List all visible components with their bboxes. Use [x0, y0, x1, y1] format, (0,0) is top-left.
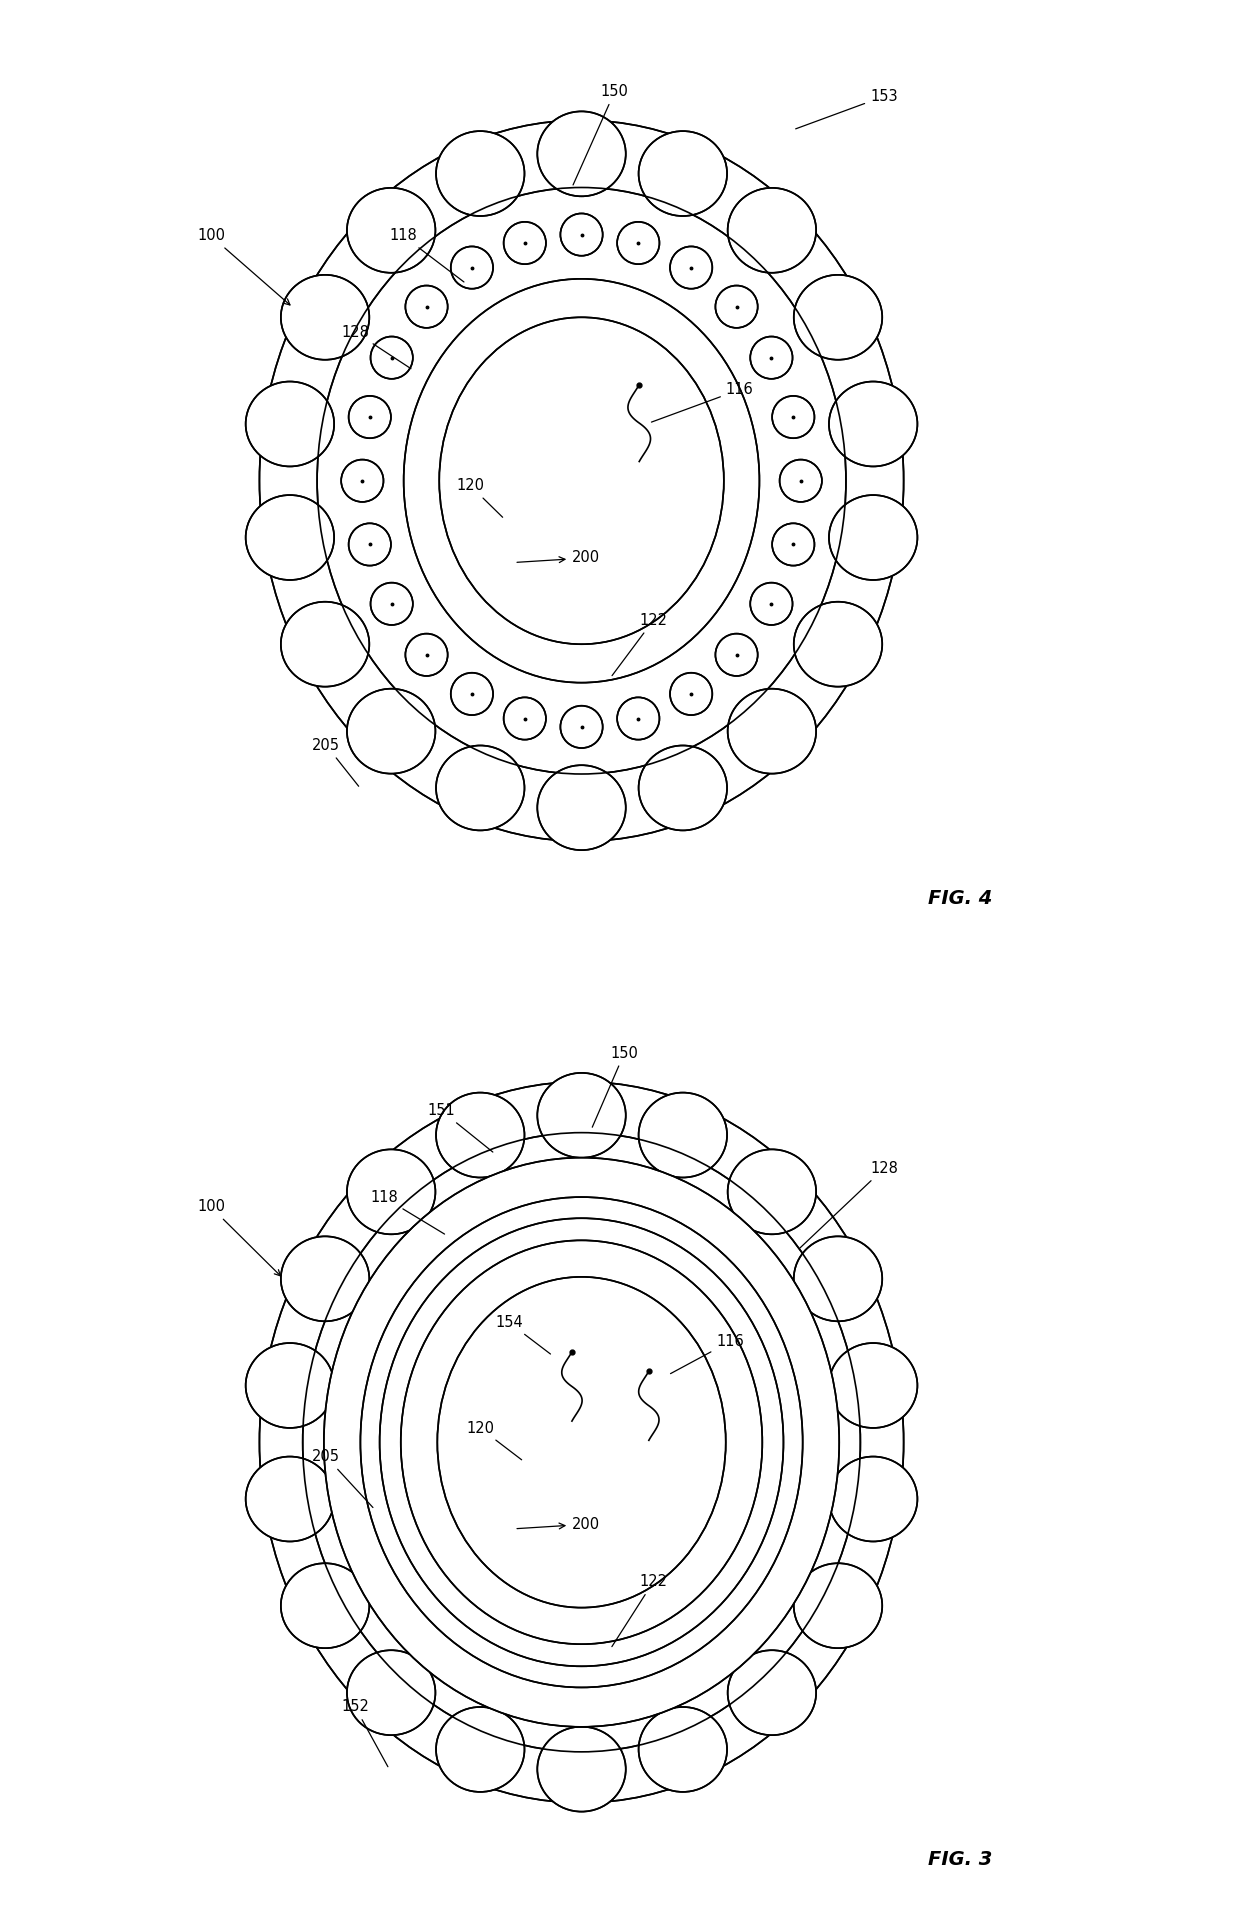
Text: 150: 150: [573, 85, 629, 185]
Ellipse shape: [639, 746, 727, 831]
Ellipse shape: [348, 396, 391, 438]
Ellipse shape: [537, 1727, 626, 1811]
Ellipse shape: [347, 688, 435, 773]
Ellipse shape: [371, 583, 413, 625]
Ellipse shape: [618, 221, 660, 263]
Ellipse shape: [303, 1133, 861, 1752]
Ellipse shape: [750, 337, 792, 379]
Ellipse shape: [780, 460, 822, 502]
Ellipse shape: [794, 602, 882, 687]
Ellipse shape: [436, 1708, 525, 1792]
Ellipse shape: [405, 635, 448, 677]
Ellipse shape: [451, 246, 494, 288]
Ellipse shape: [404, 279, 759, 683]
Ellipse shape: [794, 1236, 882, 1321]
Text: 154: 154: [495, 1315, 551, 1354]
Ellipse shape: [436, 746, 525, 831]
Ellipse shape: [347, 188, 435, 273]
Ellipse shape: [405, 285, 448, 327]
Ellipse shape: [773, 396, 815, 438]
Text: 151: 151: [428, 1104, 492, 1152]
Ellipse shape: [728, 1150, 816, 1235]
Ellipse shape: [670, 246, 712, 288]
Text: 118: 118: [389, 229, 464, 283]
Text: 116: 116: [671, 1335, 744, 1373]
Text: 153: 153: [796, 88, 898, 129]
Ellipse shape: [639, 1708, 727, 1792]
Ellipse shape: [438, 1277, 725, 1608]
Ellipse shape: [639, 1092, 727, 1177]
Ellipse shape: [560, 213, 603, 256]
Ellipse shape: [259, 1081, 904, 1804]
Text: 205: 205: [312, 738, 358, 787]
Ellipse shape: [439, 317, 724, 644]
Ellipse shape: [324, 1158, 839, 1727]
Ellipse shape: [259, 119, 904, 840]
Ellipse shape: [830, 381, 918, 467]
Ellipse shape: [341, 460, 383, 502]
Ellipse shape: [246, 381, 334, 467]
Text: FIG. 4: FIG. 4: [928, 888, 992, 908]
Text: 122: 122: [613, 613, 667, 675]
Ellipse shape: [728, 1650, 816, 1735]
Ellipse shape: [537, 112, 626, 196]
Ellipse shape: [280, 1563, 370, 1648]
Ellipse shape: [246, 1342, 334, 1429]
Ellipse shape: [503, 221, 546, 263]
Ellipse shape: [750, 583, 792, 625]
Ellipse shape: [246, 1456, 334, 1542]
Text: 128: 128: [341, 325, 410, 369]
Ellipse shape: [503, 698, 546, 740]
Text: 100: 100: [197, 229, 290, 306]
Text: 150: 150: [593, 1046, 639, 1127]
Ellipse shape: [728, 188, 816, 273]
Text: 100: 100: [197, 1200, 280, 1275]
Ellipse shape: [246, 494, 334, 581]
Ellipse shape: [451, 673, 494, 715]
Ellipse shape: [436, 131, 525, 215]
Ellipse shape: [773, 523, 815, 565]
Text: 118: 118: [370, 1190, 445, 1235]
Ellipse shape: [794, 1563, 882, 1648]
Text: FIG. 3: FIG. 3: [928, 1850, 992, 1869]
Text: 120: 120: [466, 1421, 522, 1460]
Ellipse shape: [401, 1240, 763, 1644]
Ellipse shape: [537, 765, 626, 850]
Text: 122: 122: [611, 1575, 667, 1646]
Text: 200: 200: [517, 550, 600, 565]
Ellipse shape: [280, 275, 370, 360]
Ellipse shape: [379, 1219, 784, 1665]
Ellipse shape: [670, 673, 712, 715]
Ellipse shape: [361, 1196, 802, 1688]
Ellipse shape: [537, 1073, 626, 1158]
Ellipse shape: [348, 523, 391, 565]
Text: 120: 120: [456, 479, 502, 517]
Ellipse shape: [728, 688, 816, 773]
Ellipse shape: [715, 285, 758, 327]
Text: 116: 116: [651, 383, 754, 423]
Ellipse shape: [371, 337, 413, 379]
Text: 152: 152: [341, 1700, 388, 1767]
Text: 205: 205: [312, 1450, 373, 1508]
Text: 128: 128: [800, 1161, 898, 1248]
Ellipse shape: [639, 131, 727, 215]
Ellipse shape: [618, 698, 660, 740]
Ellipse shape: [715, 635, 758, 677]
Ellipse shape: [280, 602, 370, 687]
Ellipse shape: [560, 706, 603, 748]
Ellipse shape: [317, 187, 846, 773]
Ellipse shape: [347, 1150, 435, 1235]
Text: 200: 200: [517, 1517, 600, 1533]
Ellipse shape: [830, 1456, 918, 1542]
Ellipse shape: [794, 275, 882, 360]
Ellipse shape: [280, 1236, 370, 1321]
Ellipse shape: [830, 1342, 918, 1429]
Ellipse shape: [830, 494, 918, 581]
Ellipse shape: [347, 1650, 435, 1735]
Ellipse shape: [436, 1092, 525, 1177]
